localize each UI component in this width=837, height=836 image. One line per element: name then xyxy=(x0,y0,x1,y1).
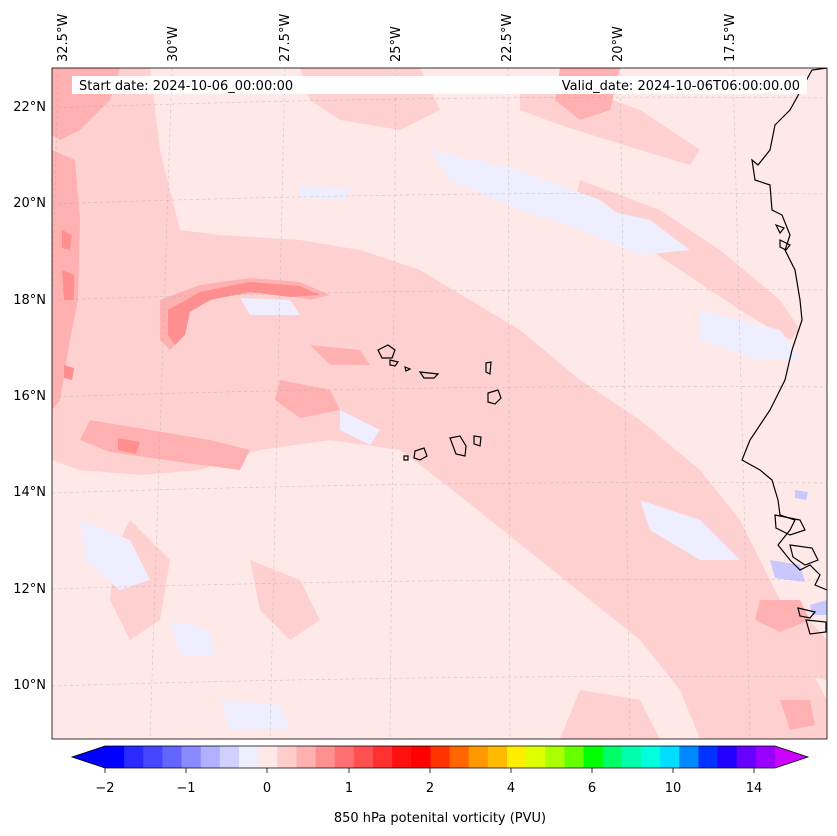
island-boa-vista xyxy=(487,389,502,405)
lat-label: 22°N xyxy=(13,100,46,115)
island-sao-nicolau xyxy=(418,371,440,379)
colorbar-cell xyxy=(698,746,719,768)
colorbar-tick-label: 10 xyxy=(665,781,682,796)
colorbar-tick-label: −1 xyxy=(176,781,195,796)
colorbar-tick-label: −2 xyxy=(95,781,114,796)
start-date: Start date: 2024-10-06_00:00:00 xyxy=(79,79,293,94)
header-box xyxy=(72,76,807,94)
longitude-labels: 32.5°W 30°W 27.5°W 25°W 22.5°W 20°W 17.5… xyxy=(56,14,738,62)
colorbar-cell xyxy=(487,746,508,768)
colorbar-ticks xyxy=(104,768,755,773)
gridlines xyxy=(52,68,827,739)
lat-label: 10°N xyxy=(13,678,46,693)
map-frame xyxy=(51,67,828,740)
colorbar: −2 −1 0 1 2 4 6 10 14 850 hPa potenital … xyxy=(70,745,810,826)
island-sal xyxy=(485,361,492,375)
colorbar-extend-min xyxy=(72,746,105,768)
colorbar-cell xyxy=(660,746,680,768)
island-brava xyxy=(403,455,409,461)
pv-field-negative xyxy=(80,150,800,730)
colorbar-cell xyxy=(526,746,546,768)
island-santo-antao xyxy=(377,344,396,359)
lat-label: 20°N xyxy=(13,196,46,211)
colorbar-extend-max xyxy=(775,746,808,768)
colorbar-cell xyxy=(717,746,738,768)
colorbar-cell xyxy=(602,746,623,768)
colorbar-tick-label: 6 xyxy=(588,781,596,796)
lon-label: 32.5°W xyxy=(56,14,71,62)
colorbar-cells xyxy=(105,746,776,768)
colorbar-cell xyxy=(621,746,642,768)
lon-label: 17.5°W xyxy=(723,14,738,62)
colorbar-cell xyxy=(736,746,757,768)
colorbar-tick-label: 2 xyxy=(426,781,434,796)
lat-label: 16°N xyxy=(13,389,46,404)
colorbar-cell xyxy=(353,746,374,768)
colorbar-cell xyxy=(679,746,700,768)
lat-label: 18°N xyxy=(13,293,46,308)
colorbar-cell xyxy=(277,746,298,768)
colorbar-cell xyxy=(105,746,125,768)
island-fogo xyxy=(413,447,428,461)
colorbar-cell xyxy=(755,746,776,768)
colorbar-cell xyxy=(143,746,164,768)
pv-field-strong xyxy=(62,230,320,454)
lat-label: 14°N xyxy=(13,485,46,500)
colorbar-tick-labels: −2 −1 0 1 2 4 6 10 14 xyxy=(95,781,762,796)
colorbar-cell xyxy=(430,746,451,768)
colorbar-cell xyxy=(545,746,566,768)
coastline xyxy=(741,68,827,635)
africa-coastline xyxy=(741,68,827,591)
lat-label: 12°N xyxy=(13,582,46,597)
lon-label: 25°W xyxy=(389,26,404,62)
colorbar-cell xyxy=(200,746,221,768)
colorbar-cell xyxy=(449,746,470,768)
island-santa-luzia xyxy=(404,366,412,372)
latitude-labels: 22°N 20°N 18°N 16°N 14°N 12°N 10°N xyxy=(13,100,46,693)
colorbar-cell xyxy=(468,746,489,768)
colorbar-cell xyxy=(373,746,393,768)
lon-label: 27.5°W xyxy=(278,14,293,62)
colorbar-title: 850 hPa potenital vorticity (PVU) xyxy=(334,811,546,826)
map-area xyxy=(52,68,827,739)
island-santiago xyxy=(449,435,467,457)
colorbar-tick-label: 14 xyxy=(746,781,763,796)
lon-label: 20°W xyxy=(611,26,626,62)
valid-date: Valid_date: 2024-10-06T06:00:00.00 xyxy=(562,79,800,94)
colorbar-cell xyxy=(258,746,278,768)
colorbar-tick-label: 4 xyxy=(507,781,515,796)
island-maio xyxy=(473,435,482,447)
colorbar-cell xyxy=(181,746,202,768)
colorbar-tick-label: 0 xyxy=(263,781,271,796)
colorbar-cell xyxy=(641,746,661,768)
colorbar-cell xyxy=(315,746,336,768)
colorbar-cell xyxy=(296,746,317,768)
colorbar-cell xyxy=(334,746,355,768)
island-sao-vicente xyxy=(389,359,400,367)
colorbar-cell xyxy=(162,746,183,768)
colorbar-cell xyxy=(507,746,527,768)
colorbar-cell xyxy=(239,746,259,768)
colorbar-cell xyxy=(392,746,412,768)
colorbar-cell xyxy=(124,746,144,768)
colorbar-tick-label: 1 xyxy=(345,781,353,796)
colorbar-cell xyxy=(583,746,604,768)
lon-label: 30°W xyxy=(166,26,181,62)
cape-verde-islands xyxy=(377,344,502,461)
colorbar-cell xyxy=(564,746,585,768)
colorbar-cell xyxy=(219,746,240,768)
colorbar-cell xyxy=(411,746,432,768)
lon-label: 22.5°W xyxy=(500,14,515,62)
